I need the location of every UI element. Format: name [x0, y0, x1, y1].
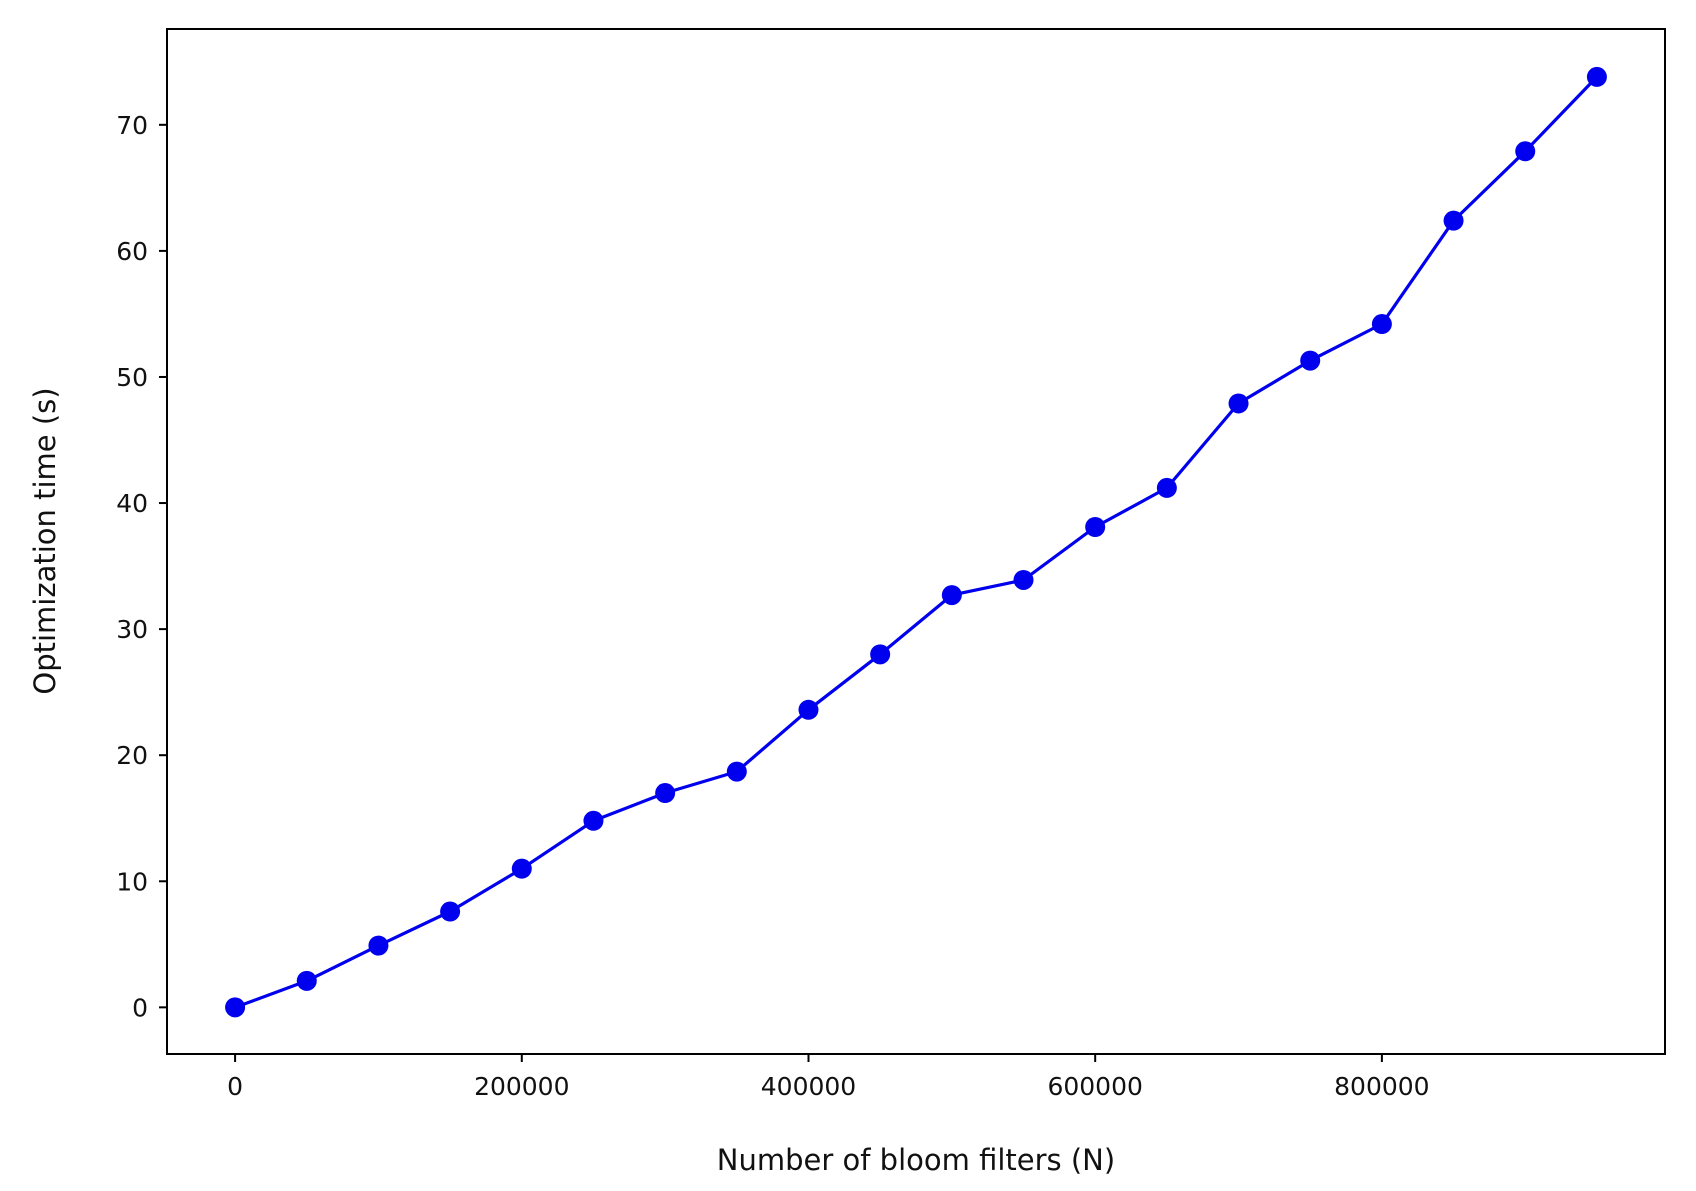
- y-tick-label: 10: [116, 867, 148, 896]
- data-point: [296, 970, 317, 991]
- data-point: [440, 901, 461, 922]
- data-point: [1228, 393, 1249, 414]
- x-tick-label: 400000: [761, 1072, 856, 1101]
- y-axis-label: Optimization time (s): [28, 387, 62, 694]
- plot-frame: [166, 28, 1666, 1055]
- x-tick-label: 0: [227, 1072, 243, 1101]
- data-point: [1300, 350, 1321, 371]
- series-layer: [225, 66, 1607, 1018]
- data-point: [511, 858, 532, 879]
- data-point: [1013, 569, 1034, 590]
- x-tick-label: 600000: [1047, 1072, 1142, 1101]
- data-point: [1515, 141, 1536, 162]
- series-line: [234, 75, 1599, 1009]
- data-point: [941, 585, 962, 606]
- data-point: [870, 644, 891, 665]
- data-point: [798, 699, 819, 720]
- x-tick-label: 200000: [474, 1072, 569, 1101]
- data-point: [1586, 66, 1607, 87]
- y-tick-label: 20: [116, 741, 148, 770]
- data-point: [726, 761, 747, 782]
- data-point: [1371, 314, 1392, 335]
- data-point: [1085, 517, 1106, 538]
- y-tick-label: 30: [116, 615, 148, 644]
- data-point: [1443, 210, 1464, 231]
- data-point: [583, 810, 604, 831]
- y-tick-label: 50: [116, 363, 148, 392]
- y-axis-ticks: 0 10 20 30 40 50 60 70: [116, 111, 167, 1022]
- data-point: [225, 997, 246, 1018]
- y-tick-label: 0: [132, 993, 148, 1022]
- data-point: [368, 935, 389, 956]
- y-tick-label: 60: [116, 237, 148, 266]
- x-tick-label: 800000: [1334, 1072, 1429, 1101]
- data-point: [655, 783, 676, 804]
- x-axis-label: Number of bloom filters (N): [717, 1143, 1115, 1177]
- data-point: [1156, 477, 1177, 498]
- y-tick-label: 40: [116, 489, 148, 518]
- x-axis-ticks: 0 200000 400000 600000 800000: [227, 1054, 1430, 1101]
- y-tick-label: 70: [116, 111, 148, 140]
